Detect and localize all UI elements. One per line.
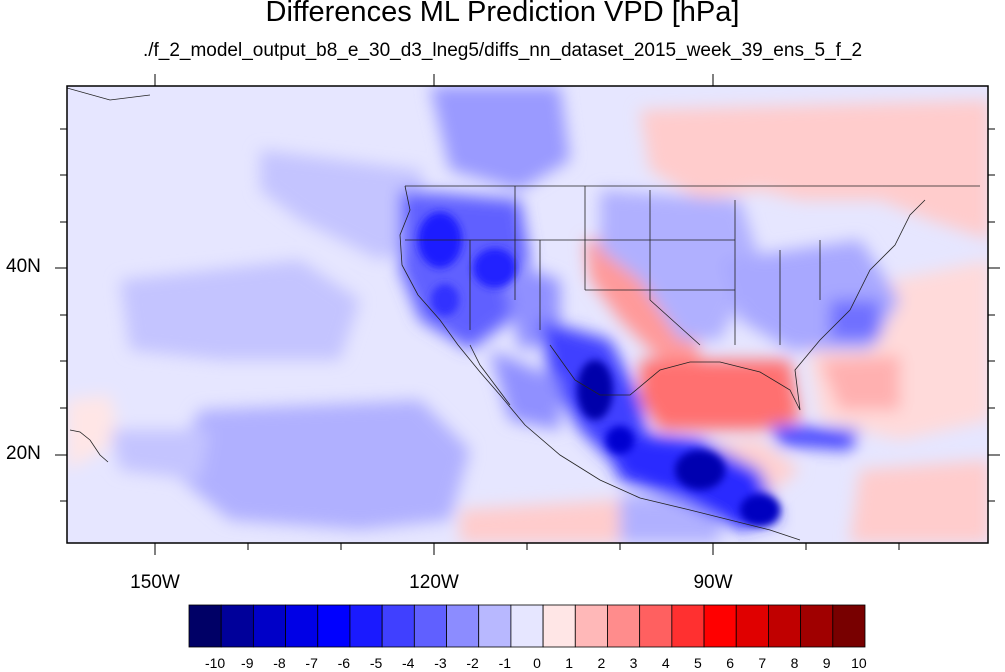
colorbar-swatch [478,604,512,648]
vpd-difference-field [67,86,988,543]
colorbar-swatch [252,604,286,648]
colorbar-label: -2 [466,655,479,671]
colorbar-swatch [768,604,802,648]
colorbar-label: 6 [726,655,735,671]
colorbar-swatch [317,604,351,648]
colorbar-swatch [349,604,383,648]
axis-ticks [55,74,1000,555]
colorbar-label: 10 [851,655,867,671]
colorbar-swatch [607,604,641,648]
colorbar-label: -10 [204,655,226,671]
colorbar-label: 1 [565,655,574,671]
colorbar-swatch [542,604,576,648]
lon-label-120w: 120W [409,572,459,593]
colorbar-label: -6 [337,655,351,671]
colorbar-swatch [735,604,769,648]
colorbar-swatch [639,604,673,648]
colorbar-label: -5 [369,655,383,671]
lat-label-20n: 20N [6,443,41,464]
colorbar-swatch [446,604,480,648]
map-subtitle: ./f_2_model_output_b8_e_30_d3_lneg5/diff… [142,40,863,61]
colorbar-label: -4 [402,655,415,671]
colorbar-swatch [671,604,705,648]
colorbar-swatch [703,604,737,648]
colorbar-label: 3 [629,655,638,671]
coastline-outline [67,87,980,541]
colorbar-swatch [510,604,544,648]
colorbar-swatch [381,604,415,648]
colorbar-label: 4 [661,655,670,671]
colorbar-label: 9 [822,655,831,671]
colorbar [188,604,866,648]
colorbar-label: -7 [305,655,318,671]
colorbar-label: 7 [758,655,767,671]
colorbar-swatch [832,604,866,648]
colorbar-label: 0 [533,655,541,671]
map-title: Differences ML Prediction VPD [hPa] [265,0,740,28]
colorbar-label: -8 [273,655,286,671]
colorbar-swatch [413,604,447,648]
colorbar-label: -3 [434,655,447,671]
lat-label-40n: 40N [6,256,41,277]
lon-label-90w: 90W [693,572,733,593]
colorbar-swatch [285,604,319,648]
colorbar-swatch [188,604,222,648]
colorbar-label: 8 [790,655,799,671]
colorbar-swatch [574,604,608,648]
colorbar-label: 2 [597,655,606,671]
lon-label-150w: 150W [130,572,180,593]
colorbar-label: 5 [694,655,702,671]
colorbar-label: -9 [241,655,254,671]
colorbar-swatch [220,604,254,648]
colorbar-label: -1 [498,655,512,671]
colorbar-swatch [800,604,834,648]
